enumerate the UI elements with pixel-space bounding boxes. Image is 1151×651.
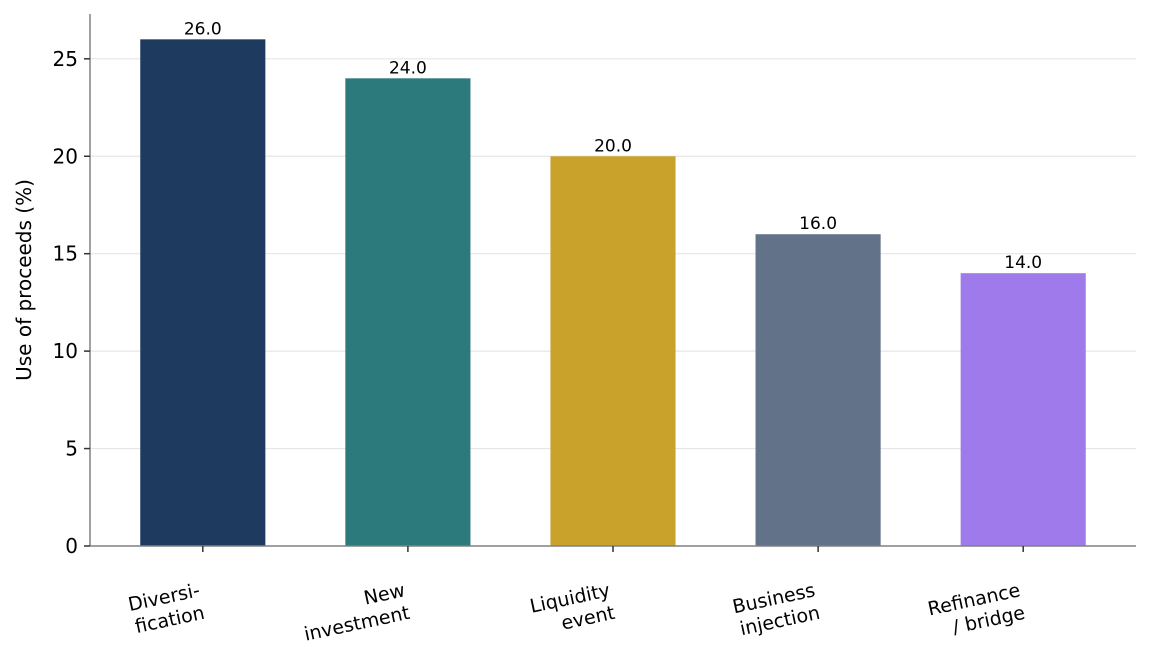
x-tick-label-2: Liquidityevent <box>528 579 617 640</box>
y-tick-label-15: 15 <box>53 242 78 266</box>
y-tick-label-10: 10 <box>53 339 78 363</box>
x-tick-label-0: Diversi-fication <box>126 579 206 638</box>
bars <box>140 39 1086 547</box>
x-tick-label-4: Refinance/ bridge <box>926 579 1027 643</box>
y-tick-label-25: 25 <box>53 47 78 71</box>
bar-0 <box>140 39 266 546</box>
bar-4 <box>960 273 1086 546</box>
x-tick-label-1: Newinvestment <box>297 579 411 645</box>
value-label-0: 26.0 <box>184 19 222 39</box>
value-label-2: 20.0 <box>594 136 632 156</box>
bar-1 <box>345 78 471 547</box>
x-ticks: Diversi-fication Newinvestment Liquidityev… <box>126 546 1027 646</box>
x-tick-label-1-line-1: investment <box>302 602 412 646</box>
value-labels: 26.0 24.0 20.0 16.0 14.0 <box>184 19 1042 273</box>
bar-2 <box>550 156 676 546</box>
bar-3 <box>755 234 881 546</box>
y-ticks: 0 5 10 15 20 25 <box>53 47 90 558</box>
y-axis-title: Use of proceeds (%) <box>12 179 36 381</box>
value-label-1: 24.0 <box>389 58 427 78</box>
value-label-4: 14.0 <box>1004 253 1042 273</box>
x-tick-label-3: Businessinjection <box>731 579 822 640</box>
y-tick-label-20: 20 <box>53 144 78 168</box>
value-label-3: 16.0 <box>799 214 837 234</box>
y-tick-label-0: 0 <box>65 534 78 558</box>
y-tick-label-5: 5 <box>65 437 78 461</box>
